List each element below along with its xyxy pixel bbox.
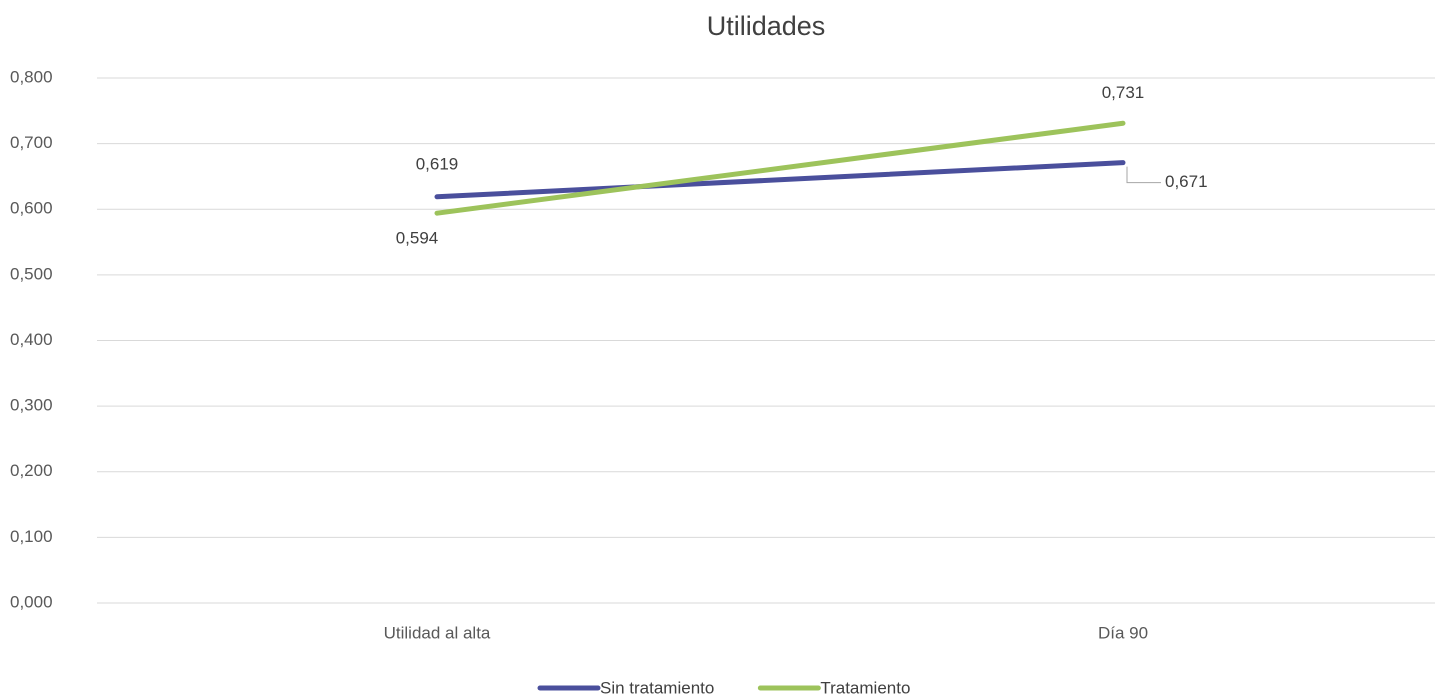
y-tick-label: 0,000 [10,592,53,611]
data-label: 0,671 [1165,172,1208,191]
y-tick-label: 0,100 [10,527,53,546]
y-tick-label: 0,700 [10,133,53,152]
y-tick-label: 0,300 [10,396,53,415]
x-tick-label: Día 90 [1098,623,1148,642]
leader-line [1126,166,1161,184]
series-line [434,120,1126,216]
series-line [434,160,1126,200]
data-label: 0,731 [1102,83,1145,102]
chart-title: Utilidades [707,11,826,41]
y-tick-label: 0,800 [10,67,53,86]
data-label: 0,619 [416,154,459,173]
x-tick-label: Utilidad al alta [384,623,491,642]
y-tick-label: 0,400 [10,330,53,349]
legend-label: Tratamiento [820,678,910,697]
legend-label: Sin tratamiento [600,678,714,697]
y-tick-label: 0,500 [10,264,53,283]
data-label: 0,594 [396,229,439,248]
y-tick-label: 0,200 [10,461,53,480]
y-tick-label: 0,600 [10,199,53,218]
